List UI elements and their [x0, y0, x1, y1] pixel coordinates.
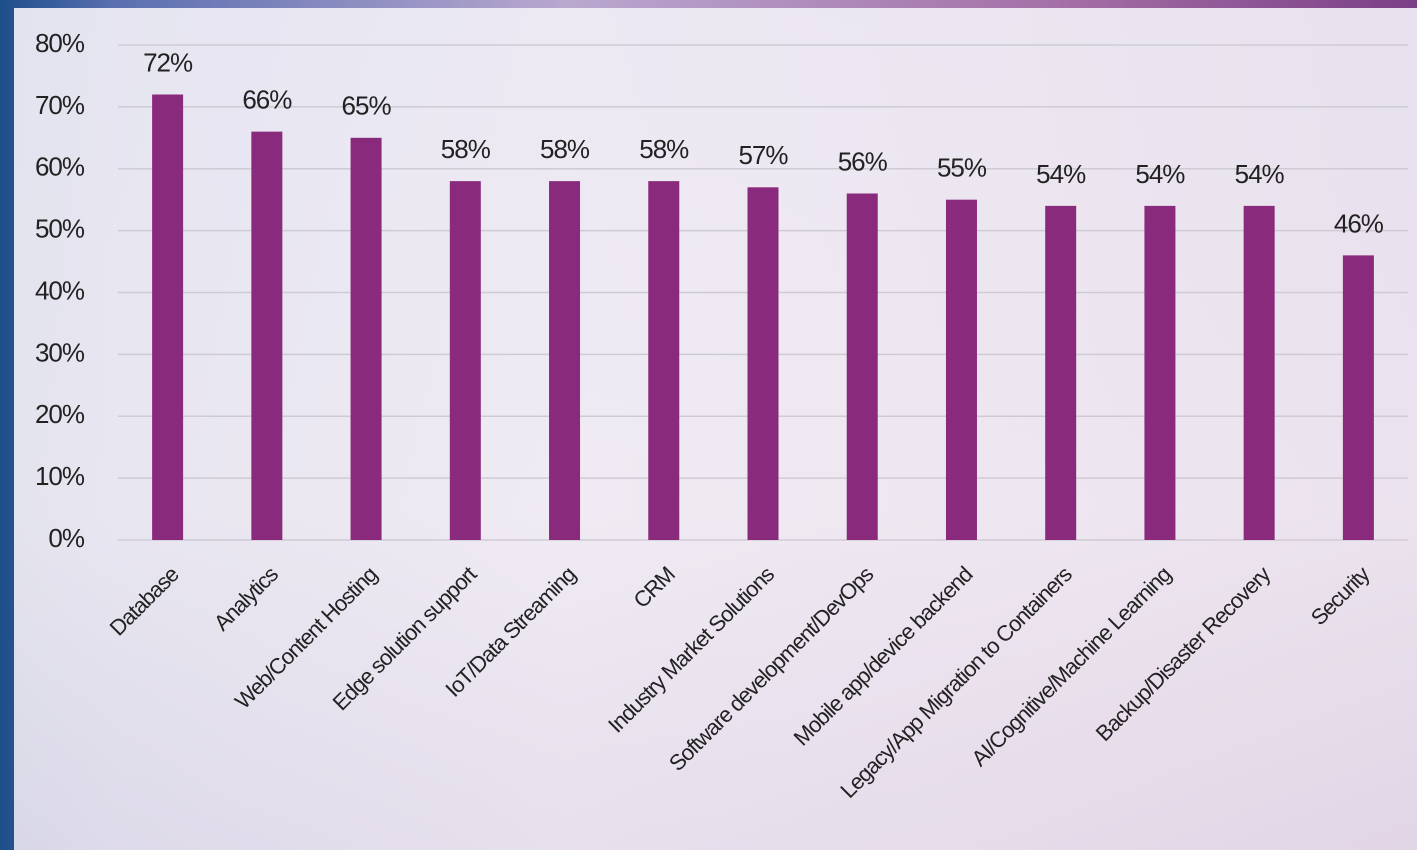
y-tick-label: 20% — [35, 399, 85, 429]
value-label: 46% — [1334, 208, 1384, 238]
value-label: 58% — [540, 134, 590, 164]
y-tick-label: 30% — [35, 337, 85, 367]
y-tick-label: 50% — [35, 214, 85, 244]
value-label: 65% — [342, 91, 392, 121]
value-label: 54% — [1135, 159, 1185, 189]
value-label: 57% — [738, 140, 788, 170]
y-tick-label: 10% — [35, 461, 85, 491]
value-label: 58% — [441, 134, 491, 164]
bar — [1342, 255, 1374, 540]
y-tick-label: 70% — [35, 90, 85, 120]
bar — [648, 181, 680, 540]
x-tick-label: Industry Market Solutions — [603, 561, 779, 737]
value-label: 55% — [937, 153, 987, 183]
bar — [251, 131, 283, 540]
bar — [449, 181, 481, 540]
bar — [152, 94, 184, 540]
x-tick-label: Database — [105, 561, 184, 640]
x-tick-label: Backup/Disaster Recovery — [1091, 561, 1276, 746]
x-tick-label: Mobile app/device backend — [789, 562, 978, 751]
value-label: 54% — [1235, 159, 1285, 189]
x-tick-label: CRM — [628, 562, 679, 613]
bar — [846, 193, 878, 540]
chart-panel — [14, 8, 1417, 850]
bar — [350, 137, 382, 540]
value-label: 56% — [838, 146, 888, 176]
bar — [747, 187, 779, 540]
y-tick-label: 40% — [35, 275, 85, 305]
y-tick-label: 80% — [35, 28, 85, 58]
x-tick-label: Software development/DevOps — [664, 561, 879, 776]
value-label: 72% — [143, 47, 193, 77]
bar — [1045, 205, 1077, 540]
value-label: 58% — [639, 134, 689, 164]
bar — [549, 181, 581, 540]
x-tick-label: Analytics — [209, 561, 283, 635]
x-tick-label: AI/Cognitive/Machine Learning — [967, 562, 1176, 771]
bar — [945, 199, 977, 540]
x-tick-label: Security — [1306, 561, 1375, 630]
y-tick-label: 0% — [48, 523, 84, 553]
bar — [1144, 205, 1176, 540]
bar — [1243, 205, 1275, 540]
value-label: 54% — [1036, 159, 1086, 189]
y-tick-label: 60% — [35, 152, 85, 182]
value-label: 66% — [242, 85, 292, 115]
